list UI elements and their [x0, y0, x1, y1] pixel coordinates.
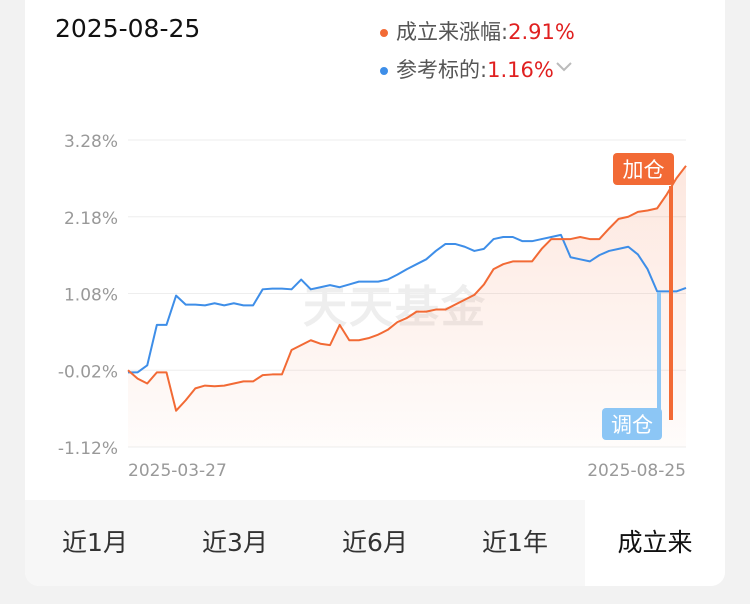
range-tab[interactable]: 近1年	[482, 528, 548, 557]
legend-dot	[380, 67, 388, 75]
annotation-text: 调仓	[611, 413, 653, 437]
legend-value: 2.91%	[508, 20, 575, 44]
y-tick-label: 1.08%	[64, 286, 118, 306]
y-tick-label: -1.12%	[58, 439, 118, 459]
y-tick-label: -0.02%	[58, 362, 118, 382]
series-line	[127, 165, 687, 412]
x-tick-label: 2025-03-27	[128, 461, 227, 481]
fund-card: 2025-08-25 成立来涨幅:2.91% 参考标的:1.16% 天天基金 3.…	[25, 0, 725, 586]
series-line	[128, 233, 687, 374]
legend-value: 1.16%	[487, 58, 554, 82]
legend-dot	[380, 29, 388, 37]
range-tab[interactable]: 近1月	[62, 528, 128, 557]
chart: 天天基金3.28%2.18%1.08%-0.02%-1.12%2025-03-2…	[58, 62, 687, 481]
tab-bar: 近1月 近3月 近6月 近1年 成立来	[25, 500, 725, 586]
legend-item: 参考标的:1.16%	[380, 54, 554, 84]
range-tab[interactable]: 近6月	[342, 528, 408, 557]
annotation-text: 加仓	[623, 158, 665, 182]
y-tick-label: 3.28%	[64, 132, 118, 152]
range-tab[interactable]: 近3月	[202, 528, 268, 557]
annotation-box	[613, 153, 674, 185]
dropdown-icon[interactable]	[556, 62, 572, 72]
annotation-box	[602, 408, 662, 440]
y-tick-label: 2.18%	[64, 209, 118, 229]
range-tab[interactable]: 成立来	[585, 500, 725, 586]
legend-name: 成立来涨幅:	[396, 20, 509, 44]
selected-date: 2025-08-25	[55, 14, 201, 43]
area	[128, 165, 686, 447]
legend-name: 参考标的:	[396, 58, 488, 82]
legend-item: 成立来涨幅:2.91%	[380, 16, 575, 46]
x-tick-label: 2025-08-25	[587, 461, 686, 481]
